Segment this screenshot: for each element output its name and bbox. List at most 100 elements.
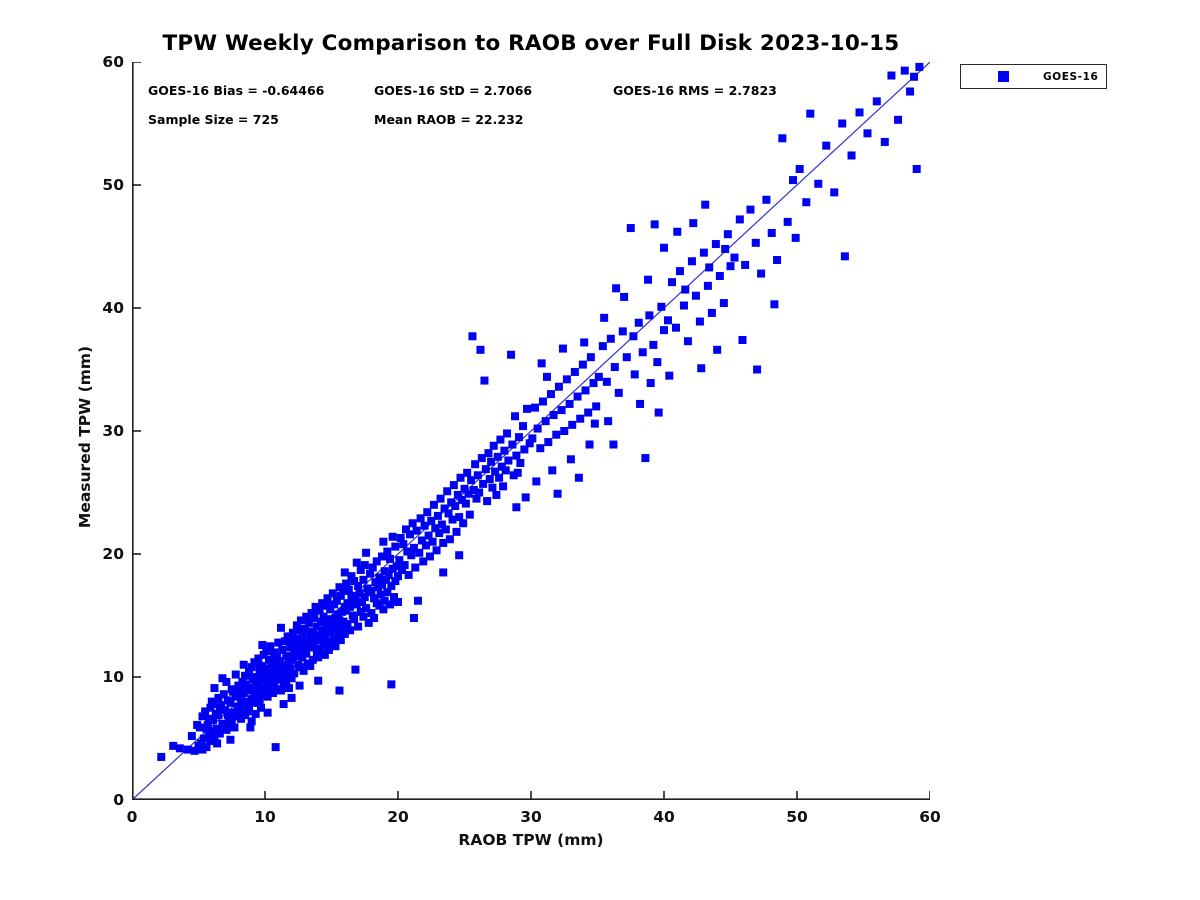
data-point xyxy=(568,420,577,429)
x-axis-label: RAOB TPW (mm) xyxy=(458,831,604,849)
data-point xyxy=(340,629,349,638)
data-point xyxy=(512,451,521,460)
data-point xyxy=(847,151,856,160)
data-point xyxy=(307,609,316,618)
data-point xyxy=(730,253,739,262)
data-point xyxy=(644,275,653,284)
data-point xyxy=(783,217,792,226)
data-point xyxy=(332,623,341,632)
data-point xyxy=(280,637,289,646)
data-point xyxy=(541,417,550,426)
data-point xyxy=(477,454,486,463)
data-point xyxy=(453,490,462,499)
data-point xyxy=(324,645,333,654)
data-point xyxy=(401,525,410,534)
data-point xyxy=(689,219,698,228)
data-point xyxy=(300,625,309,634)
data-point xyxy=(198,712,207,721)
data-point xyxy=(667,278,676,287)
data-point xyxy=(359,575,368,584)
data-point xyxy=(226,735,235,744)
data-point xyxy=(262,647,271,656)
data-point xyxy=(415,548,424,557)
data-point xyxy=(452,527,461,536)
data-point xyxy=(383,588,392,597)
data-point xyxy=(320,632,329,641)
data-point xyxy=(532,477,541,486)
data-point xyxy=(175,744,184,753)
data-point xyxy=(223,711,232,720)
data-point xyxy=(287,693,296,702)
data-point xyxy=(215,729,224,738)
x-tick-label: 60 xyxy=(919,808,941,826)
data-point xyxy=(435,529,444,538)
data-point xyxy=(614,388,623,397)
data-point xyxy=(354,622,363,631)
data-point xyxy=(581,386,590,395)
data-point xyxy=(340,568,349,577)
data-point xyxy=(302,649,311,658)
data-point xyxy=(757,269,766,278)
data-point xyxy=(343,620,352,629)
data-point xyxy=(271,663,280,672)
data-point xyxy=(334,631,343,640)
data-point xyxy=(413,596,422,605)
data-point xyxy=(314,676,323,685)
data-point xyxy=(249,698,258,707)
data-point xyxy=(691,291,700,300)
data-point xyxy=(308,655,317,664)
data-point xyxy=(459,519,468,528)
data-point xyxy=(681,285,690,294)
data-point xyxy=(386,554,395,563)
data-point xyxy=(409,543,418,552)
data-point xyxy=(195,723,204,732)
data-point xyxy=(394,597,402,606)
data-point xyxy=(504,456,513,465)
data-point xyxy=(441,525,450,534)
data-point xyxy=(537,359,546,368)
data-point xyxy=(370,613,379,622)
x-tick-label: 50 xyxy=(786,808,808,826)
data-point xyxy=(346,602,355,611)
data-point xyxy=(354,581,363,590)
y-tick-label: 50 xyxy=(102,176,124,194)
data-point xyxy=(304,618,313,627)
data-point xyxy=(675,267,684,276)
data-point xyxy=(855,108,864,117)
data-point xyxy=(351,595,360,604)
data-point xyxy=(663,316,672,325)
data-point xyxy=(485,474,494,483)
data-point xyxy=(387,680,396,689)
data-point xyxy=(646,379,655,388)
data-point xyxy=(350,615,359,624)
data-point xyxy=(316,617,325,626)
data-point xyxy=(560,427,569,435)
y-tick-label: 40 xyxy=(102,299,124,317)
data-point xyxy=(213,739,222,748)
data-point xyxy=(802,198,811,207)
data-point xyxy=(437,520,446,529)
data-point xyxy=(553,489,562,498)
data-point xyxy=(396,534,405,543)
data-point xyxy=(570,367,579,376)
data-point xyxy=(346,626,355,635)
data-point xyxy=(310,643,319,652)
data-point xyxy=(460,484,469,493)
data-point xyxy=(719,299,728,308)
data-point xyxy=(391,577,400,586)
data-point xyxy=(428,537,437,546)
data-point xyxy=(610,363,619,372)
data-point xyxy=(604,417,613,426)
data-point xyxy=(626,224,635,233)
x-tick-label: 20 xyxy=(387,808,409,826)
data-point xyxy=(542,372,551,381)
data-point xyxy=(351,665,360,674)
data-point xyxy=(511,412,520,421)
data-point xyxy=(258,661,267,670)
data-point xyxy=(187,732,196,741)
data-point xyxy=(638,348,647,357)
data-point xyxy=(292,621,301,630)
data-point xyxy=(679,301,688,310)
data-point xyxy=(287,674,296,683)
data-point xyxy=(463,468,472,477)
